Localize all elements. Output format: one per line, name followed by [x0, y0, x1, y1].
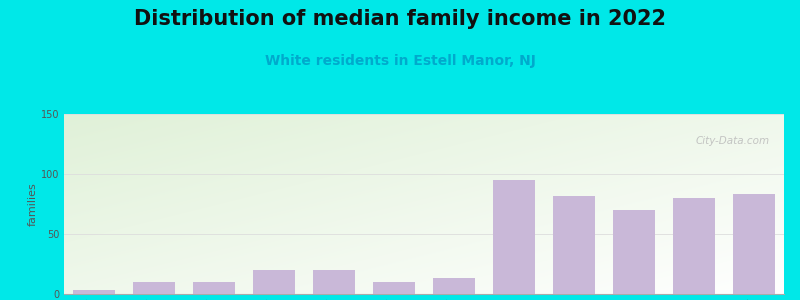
- Bar: [733, 194, 775, 294]
- Bar: [373, 282, 415, 294]
- Text: Distribution of median family income in 2022: Distribution of median family income in …: [134, 9, 666, 29]
- Y-axis label: families: families: [28, 182, 38, 226]
- Text: White residents in Estell Manor, NJ: White residents in Estell Manor, NJ: [265, 54, 535, 68]
- Bar: [613, 210, 655, 294]
- Bar: [193, 282, 235, 294]
- Bar: [553, 196, 595, 294]
- Bar: [673, 198, 715, 294]
- Bar: [313, 270, 355, 294]
- Bar: [493, 180, 535, 294]
- Bar: [253, 270, 295, 294]
- Bar: [133, 282, 175, 294]
- Bar: [433, 278, 475, 294]
- Bar: [73, 290, 115, 294]
- Text: City-Data.com: City-Data.com: [695, 136, 770, 146]
